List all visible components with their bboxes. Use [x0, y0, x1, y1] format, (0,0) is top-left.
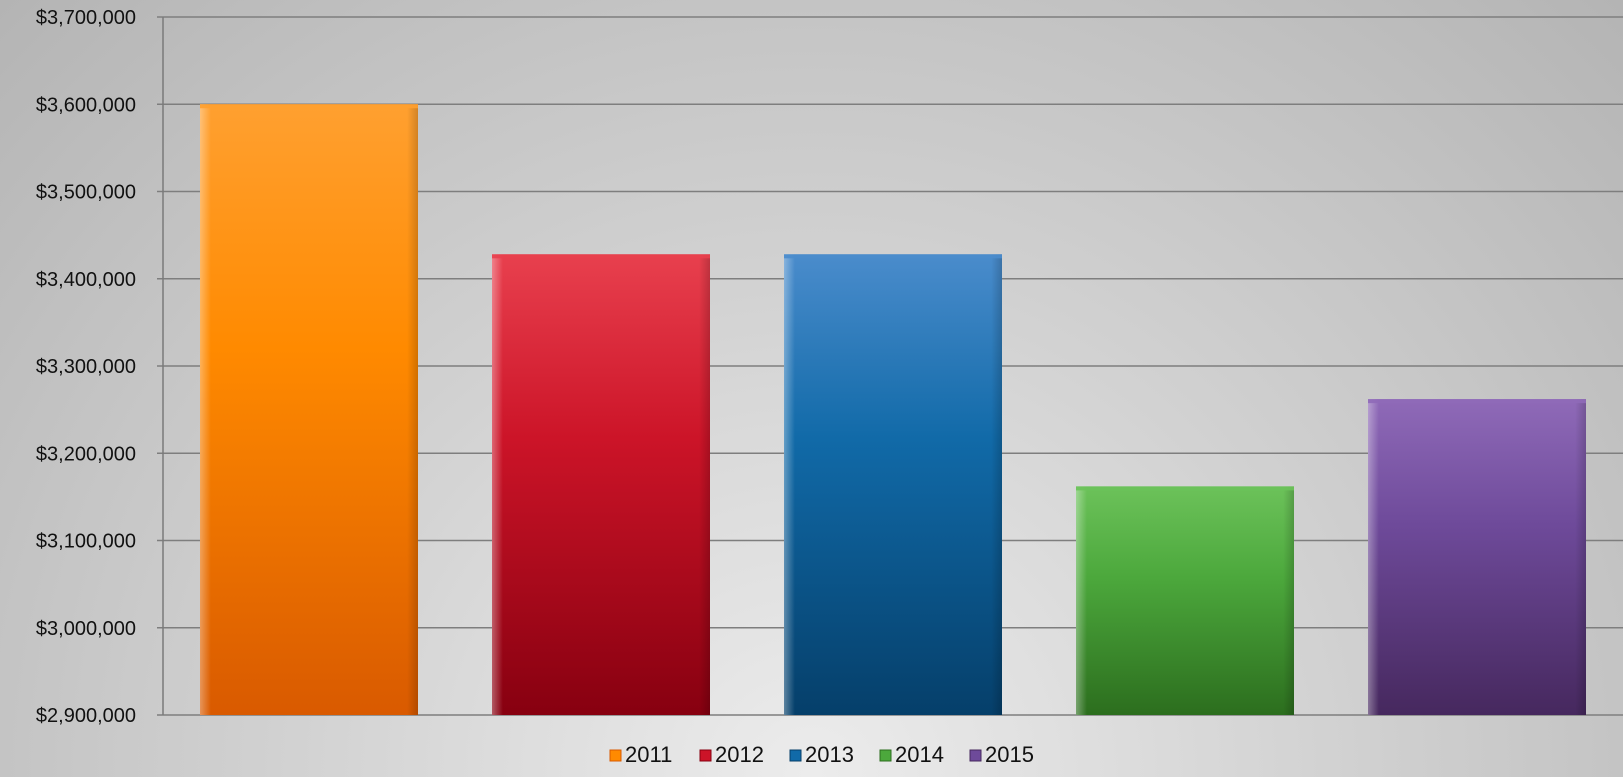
bar-top-edge [200, 104, 418, 109]
legend-item-2011: 2011 [609, 742, 672, 767]
legend-item-2014: 2014 [879, 742, 944, 767]
y-axis: $2,900,000 $3,000,000 $3,100,000 $3,200,000… [36, 7, 164, 727]
bar-bevel [784, 254, 1002, 715]
bar-bevel [1368, 399, 1586, 715]
legend-swatch [969, 749, 982, 762]
legend-item-2015: 2015 [969, 742, 1034, 767]
bar-2015 [1368, 399, 1586, 715]
bar-top-edge [1368, 399, 1586, 404]
bar-top-edge [1076, 486, 1294, 491]
y-tick-label: $3,400,000 [36, 269, 136, 291]
legend-swatch [789, 749, 802, 762]
y-tick-label: $2,900,000 [36, 705, 136, 727]
bar-top-edge [492, 254, 710, 259]
y-tick-label: $3,000,000 [36, 618, 136, 640]
legend-swatch [879, 749, 892, 762]
legend: 2011 2012 2013 2014 2015 [609, 742, 1034, 767]
bar-top-edge [784, 254, 1002, 259]
bars [200, 104, 1586, 715]
y-tick-label: $3,300,000 [36, 356, 136, 378]
y-tick-label: $3,600,000 [36, 94, 136, 116]
bar-bevel [492, 254, 710, 715]
bar-bevel [1076, 486, 1294, 715]
legend-item-2013: 2013 [789, 742, 854, 767]
bar-bevel [200, 104, 418, 715]
bar-2013 [784, 254, 1002, 715]
legend-label: 2015 [985, 742, 1034, 767]
legend-label: 2014 [895, 742, 944, 767]
y-tick-label: $3,100,000 [36, 531, 136, 553]
legend-item-2012: 2012 [699, 742, 764, 767]
bar-2014 [1076, 486, 1294, 715]
legend-swatch [699, 749, 712, 762]
legend-label: 2013 [805, 742, 854, 767]
bar-2011 [200, 104, 418, 715]
y-tick-label: $3,200,000 [36, 443, 136, 465]
bar-2012 [492, 254, 710, 715]
legend-swatch [609, 749, 622, 762]
legend-label: 2012 [715, 742, 764, 767]
y-tick-label: $3,500,000 [36, 182, 136, 204]
y-tick-label: $3,700,000 [36, 7, 136, 29]
legend-label: 2011 [625, 742, 672, 767]
